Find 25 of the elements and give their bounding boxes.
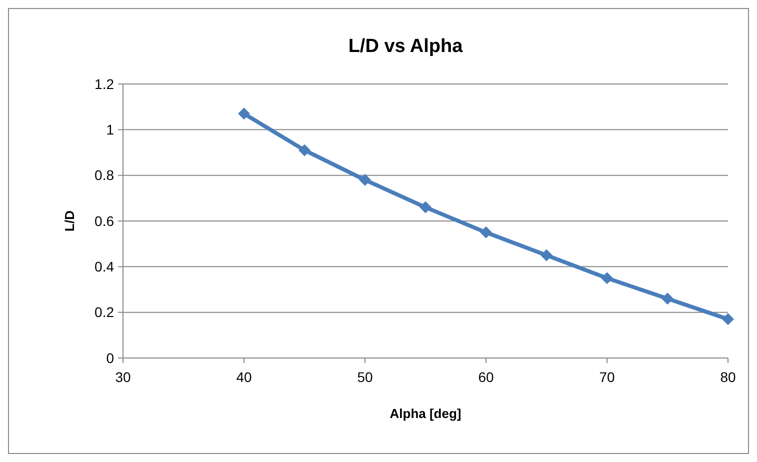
point xyxy=(420,201,432,214)
y-tick-label: 0.2 xyxy=(94,304,114,320)
x-tick-label: 40 xyxy=(236,369,252,385)
x-tick-label: 50 xyxy=(357,369,373,385)
x-tick-label: 30 xyxy=(115,369,131,385)
y-tick-label: 1 xyxy=(106,122,114,138)
y-tick-label: 0.6 xyxy=(94,212,114,229)
y-tick-label: 0.8 xyxy=(94,167,114,184)
y-tick-label: 0 xyxy=(106,350,114,366)
point xyxy=(601,272,613,284)
point xyxy=(298,144,310,156)
y-axis-title: L/D xyxy=(62,210,77,232)
point xyxy=(540,249,552,262)
x-tick-label: 60 xyxy=(478,369,494,385)
point xyxy=(722,313,734,326)
x-tick-label: 80 xyxy=(720,369,736,385)
x-tick-label: 70 xyxy=(599,369,615,385)
chart-title: L/D vs Alpha xyxy=(348,36,464,57)
point xyxy=(662,292,674,305)
point xyxy=(359,174,371,186)
x-axis-title: Alpha [deg] xyxy=(390,406,462,421)
point xyxy=(238,108,250,120)
point xyxy=(480,226,492,238)
y-tick-label: 1.2 xyxy=(94,76,114,92)
y-tick-label: 0.4 xyxy=(94,258,114,275)
